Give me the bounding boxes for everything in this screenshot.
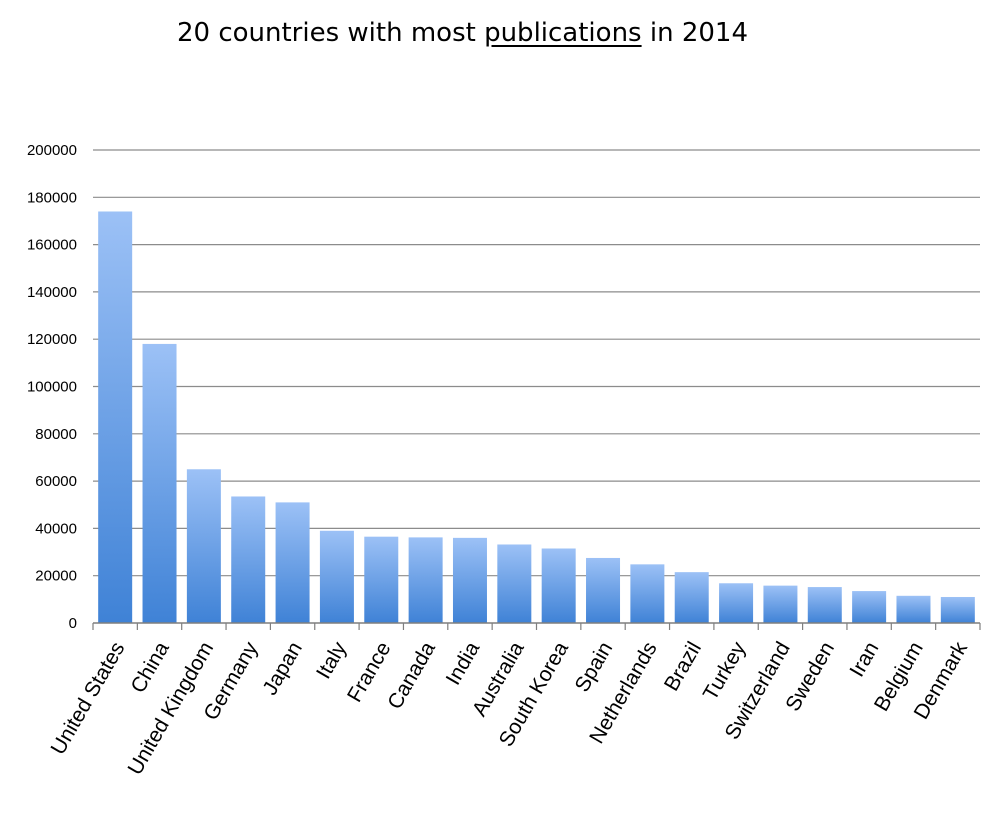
bar	[98, 211, 133, 624]
x-axis	[92, 622, 981, 630]
bar	[852, 591, 887, 623]
bar	[763, 585, 798, 623]
x-tick-label: Spain	[571, 638, 618, 696]
y-tick-label: 60000	[35, 473, 77, 490]
y-tick-label: 40000	[35, 520, 77, 537]
bar	[275, 502, 310, 623]
bar	[408, 537, 443, 623]
bar	[142, 343, 177, 623]
x-tick-label: Japan	[258, 638, 307, 699]
bar	[186, 469, 221, 623]
bars	[98, 211, 975, 624]
chart-title-suffix: in 2014	[641, 18, 748, 48]
bar	[231, 496, 266, 623]
bar	[719, 583, 754, 623]
y-tick-label: 20000	[35, 568, 77, 585]
bar	[364, 536, 399, 623]
y-tick-label: 180000	[27, 189, 77, 206]
y-tick-label: 0	[69, 615, 77, 632]
x-tick-label: Brazil	[660, 638, 706, 695]
gridlines	[93, 149, 980, 577]
y-tick-label: 100000	[27, 379, 77, 396]
y-tick-label: 120000	[27, 331, 77, 348]
chart-title-prefix: 20 countries with most	[176, 18, 485, 48]
bar	[896, 595, 931, 623]
y-tick-label: 200000	[27, 142, 77, 159]
y-tick-label: 80000	[35, 426, 77, 443]
x-tick-label: United States	[47, 638, 130, 759]
bar	[452, 537, 487, 623]
bar	[674, 572, 709, 623]
x-tick-label: Italy	[312, 638, 351, 683]
bar	[940, 596, 975, 623]
x-tick-label: China	[126, 638, 174, 697]
bar	[807, 587, 842, 623]
bar	[541, 548, 576, 623]
chart-title-underlined: publications	[484, 18, 642, 48]
chart-title: 20 countries with most publications in 2…	[0, 18, 925, 48]
y-axis-tick-labels: 0 20000 40000 60000 80000 100000 120000 140000 1…	[27, 142, 77, 632]
x-tick-label: India	[442, 638, 485, 689]
y-tick-label: 140000	[27, 284, 77, 301]
bar	[630, 564, 665, 623]
y-tick-label: 160000	[27, 237, 77, 254]
x-tick-label: Iran	[845, 638, 883, 681]
bar	[319, 530, 354, 623]
bar	[586, 557, 621, 623]
bar	[497, 544, 532, 623]
